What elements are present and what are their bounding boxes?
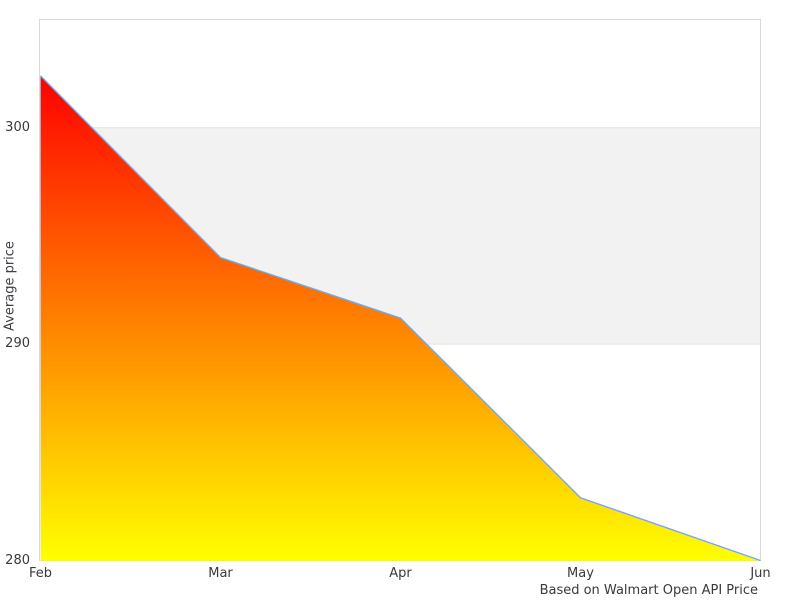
y-axis-title: Average price — [2, 241, 18, 331]
x-tick-label-may: May — [567, 566, 594, 581]
x-tick-label-mar: Mar — [208, 566, 233, 581]
chart-caption: Based on Walmart Open API Price — [539, 583, 758, 598]
y-tick-label-280: 280 — [5, 552, 30, 568]
x-tick-label-apr: Apr — [389, 566, 412, 581]
price-line-series — [40, 75, 761, 562]
x-tick-label-feb: Feb — [28, 566, 53, 581]
y-tick-label-290: 290 — [5, 336, 30, 352]
x-tick-label-jun: Jun — [750, 566, 771, 581]
y-tick-label-300: 300 — [5, 119, 30, 135]
